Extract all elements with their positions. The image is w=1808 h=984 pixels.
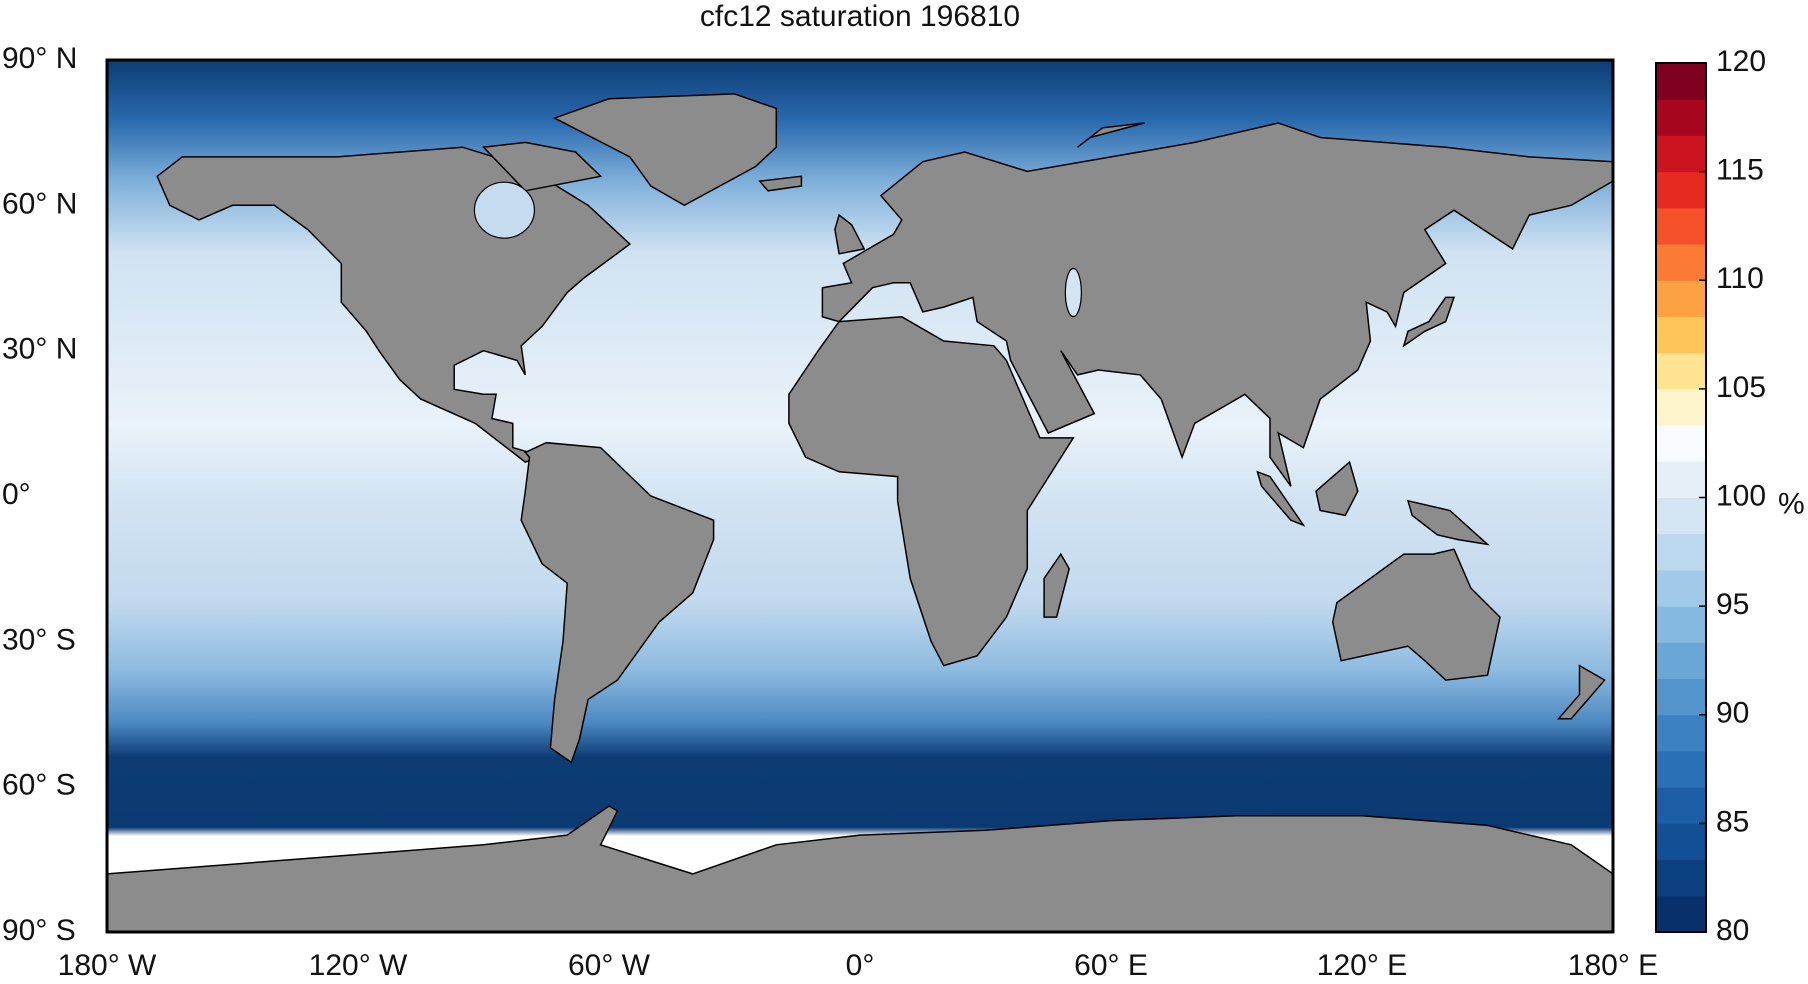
colorbar-step <box>1656 678 1706 716</box>
colorbar-step <box>1656 606 1706 643</box>
landmass <box>106 805 1614 933</box>
landmass <box>1043 552 1071 618</box>
colorbar-step <box>1656 352 1706 390</box>
colorbar-step <box>1656 787 1706 824</box>
colorbar-step <box>1656 388 1706 426</box>
lon-label: 120° W <box>309 949 408 982</box>
landmass <box>788 316 1075 667</box>
lon-label: 0° <box>846 949 875 982</box>
colorbar-step <box>1656 63 1706 100</box>
landmass <box>1556 664 1606 720</box>
colorbar-step <box>1656 714 1706 752</box>
colorbar-step <box>1656 99 1706 136</box>
landmass <box>1331 548 1501 681</box>
colorbar-tick-label: 105 <box>1716 371 1766 404</box>
colorbar-step <box>1656 750 1706 788</box>
colorbar-tick-label: 85 <box>1716 805 1749 838</box>
colorbar-step <box>1656 569 1706 607</box>
colorbar-step <box>1656 425 1706 462</box>
lat-label: 90° N <box>2 42 77 75</box>
landmass <box>821 122 1614 487</box>
colorbar-step <box>1656 859 1706 897</box>
colorbar-tick-label: 100 <box>1716 479 1766 512</box>
lon-label: 60° E <box>1074 949 1148 982</box>
colorbar-step <box>1656 461 1706 498</box>
colorbar-step <box>1656 823 1706 861</box>
colorbar-step <box>1656 244 1706 281</box>
colorbar-step <box>1656 895 1706 933</box>
landmass <box>520 441 715 764</box>
colorbar-tick-label: 95 <box>1716 588 1749 621</box>
landmass <box>1256 470 1306 527</box>
map-title: cfc12 saturation 196810 <box>700 0 1020 33</box>
colorbar: 80 85 90 95 100 105 110 115 120% <box>1655 45 1805 947</box>
colorbar-step <box>1656 316 1706 354</box>
landmass <box>834 213 866 255</box>
lon-label: 180° W <box>58 949 157 982</box>
colorbar-unit: % <box>1778 487 1805 520</box>
landmass <box>1315 460 1359 517</box>
hudson-bay <box>473 181 536 239</box>
lon-label: 180° E <box>1568 949 1658 982</box>
colorbar-step <box>1656 207 1706 245</box>
colorbar-step <box>1656 642 1706 680</box>
colorbar-tick-label: 90 <box>1716 697 1749 730</box>
colorbar-tick-label: 110 <box>1716 262 1764 295</box>
lon-label: 120° E <box>1317 949 1407 982</box>
colorbar-step <box>1656 135 1706 173</box>
lat-label: 60° N <box>2 187 77 220</box>
lat-label: 60° S <box>2 769 76 802</box>
colorbar-step <box>1656 497 1706 535</box>
landmass <box>758 175 803 192</box>
landmass <box>552 93 778 207</box>
lat-label: 30° N <box>2 333 77 366</box>
landmass <box>1406 499 1490 546</box>
colorbar-tick-label: 120 <box>1716 45 1766 78</box>
caspian-sea <box>1064 267 1082 318</box>
lon-label: 60° W <box>568 949 651 982</box>
colorbar-tick-label: 80 <box>1716 914 1749 947</box>
colorbar-step <box>1656 280 1706 317</box>
map-frame <box>105 58 1615 934</box>
lat-label: 30° S <box>2 623 76 656</box>
landmass <box>481 141 603 192</box>
colorbar-step <box>1656 533 1706 571</box>
land <box>106 93 1614 933</box>
landmass <box>1077 122 1145 148</box>
colorbar-step <box>1656 171 1706 209</box>
landmass <box>1402 296 1456 348</box>
colorbar-tick-label: 115 <box>1716 154 1764 187</box>
lat-label: 0° <box>2 478 31 511</box>
lat-label: 90° S <box>2 914 76 947</box>
